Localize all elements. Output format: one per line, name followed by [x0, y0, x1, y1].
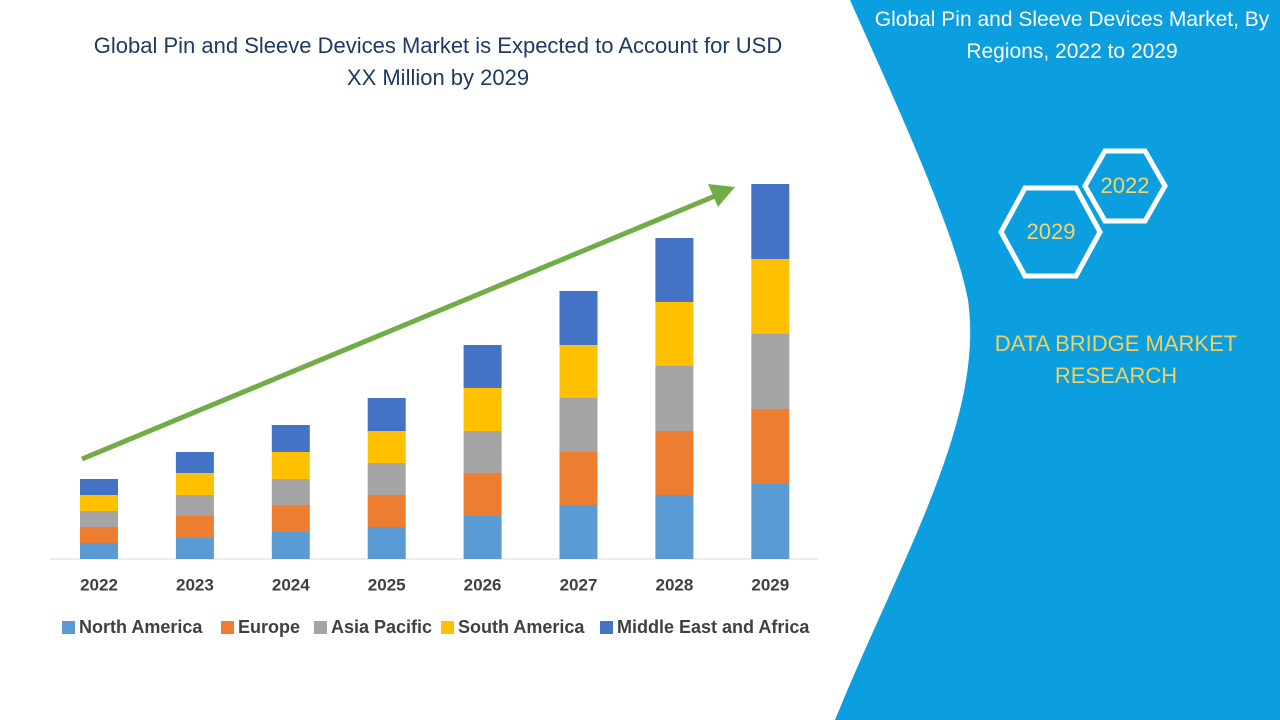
bar-segment	[80, 495, 118, 511]
bar-segment	[751, 484, 790, 559]
bar-segment	[559, 452, 598, 505]
bar-segment	[559, 345, 598, 398]
bar-segment	[367, 495, 406, 527]
bar-segment	[271, 479, 310, 505]
bar-segment	[559, 291, 598, 345]
hexagon	[998, 185, 1103, 279]
chart-title: Global Pin and Sleeve Devices Market is …	[93, 33, 783, 90]
legend-swatch	[441, 621, 454, 634]
x-tick-label: 2023	[176, 575, 214, 594]
x-tick-label: 2029	[751, 575, 789, 594]
bar-segment	[80, 543, 118, 559]
x-tick-label: 2028	[655, 575, 693, 594]
legend-label: North America	[79, 617, 203, 637]
hexagon-label: 2029	[1027, 219, 1076, 244]
brand: DATA BRIDGE MARKET RESEARCH	[994, 331, 1238, 388]
bar-segment	[463, 388, 502, 431]
arrow-head	[708, 184, 735, 207]
bar-segment	[655, 238, 694, 302]
hexagon	[1082, 148, 1168, 224]
x-tick-label: 2026	[464, 575, 502, 594]
legend-label: South America	[458, 617, 585, 637]
bar-segment	[80, 527, 118, 543]
bar-segment	[655, 431, 694, 495]
sidebar-title: Global Pin and Sleeve Devices Market, By…	[874, 8, 1270, 63]
bar-segment	[271, 532, 310, 559]
bar-segment	[751, 259, 790, 334]
bar-segment	[80, 511, 118, 527]
bar-segment	[175, 495, 214, 516]
legend-swatch	[62, 621, 75, 634]
bar-segment	[367, 431, 406, 463]
bar-segment	[751, 184, 790, 259]
bar-segment	[655, 495, 694, 559]
x-tick-label: 2027	[560, 575, 598, 594]
side-panel	[835, 0, 1280, 720]
x-tick-label: 2022	[80, 575, 118, 594]
bar-segment	[175, 538, 214, 559]
bar-segment	[175, 473, 214, 495]
hexagon-label: 2022	[1101, 173, 1150, 198]
bar-segment	[463, 516, 502, 559]
legend-label: Europe	[238, 617, 300, 637]
bar-segment	[175, 516, 214, 538]
bar-segment	[175, 452, 214, 473]
bar-segment	[463, 431, 502, 473]
bar-segment	[367, 398, 406, 431]
bar-segment	[655, 302, 694, 366]
legend-label: Asia Pacific	[331, 617, 432, 637]
bar-segment	[751, 409, 790, 484]
legend-swatch	[221, 621, 234, 634]
trend-arrow	[81, 193, 716, 462]
bar-segment	[559, 398, 598, 452]
legend-swatch	[314, 621, 327, 634]
bar-segment	[271, 425, 310, 452]
legend-swatch	[600, 621, 613, 634]
bar-segment	[463, 345, 502, 388]
bar-segment	[751, 334, 790, 409]
bar-segment	[559, 505, 598, 559]
bar-segment	[271, 505, 310, 532]
x-tick-label: 2025	[368, 575, 406, 594]
bar-segment	[655, 366, 694, 431]
bar-segment	[271, 452, 310, 479]
bar-segment	[463, 473, 502, 516]
bar-segment	[367, 463, 406, 495]
bar-segment	[80, 479, 118, 495]
bar-segment	[367, 527, 406, 559]
x-tick-label: 2024	[272, 575, 310, 594]
legend-label: Middle East and Africa	[617, 617, 810, 637]
